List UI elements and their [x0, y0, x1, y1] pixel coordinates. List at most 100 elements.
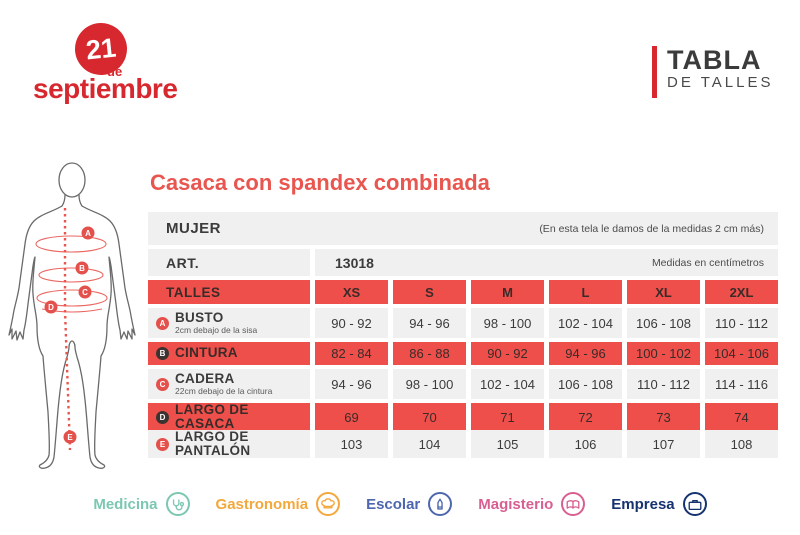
body-outline-illustration: A B C D E: [8, 162, 136, 469]
svg-text:E: E: [67, 433, 73, 442]
measure-value: 103: [315, 430, 388, 459]
brand-de: de: [107, 64, 123, 79]
size-header-xl: XL: [627, 280, 700, 304]
category-label: Magisterio: [478, 495, 554, 513]
category-label: Escolar: [366, 495, 421, 513]
figure-marker-d: [44, 300, 58, 314]
measure-value: 74: [705, 403, 778, 432]
red-accent-bar: [652, 46, 657, 98]
measure-value: 110 - 112: [705, 308, 778, 338]
tabla-de-talles-heading: TABLA DE TALLES: [652, 46, 773, 98]
measure-label: LARGO DE CASACA: [175, 402, 249, 432]
units-note: Medidas en centímetros: [651, 256, 764, 269]
measure-value: 102 - 104: [549, 308, 622, 338]
measure-label: LARGO DE PANTALÓN: [175, 429, 251, 459]
category-label: Gastronomía: [215, 495, 309, 513]
measure-sublabel: 22cm debajo de la cintura: [175, 385, 273, 396]
measure-value: 102 - 104: [471, 369, 544, 399]
stethoscope-icon: [165, 492, 190, 516]
article-value-cell: 13018 Medidas en centímetros: [315, 249, 778, 276]
measure-value: 82 - 84: [315, 342, 388, 365]
measure-value: 98 - 100: [471, 308, 544, 338]
category-label: Medicina: [93, 495, 158, 513]
measure-value: 70: [393, 403, 466, 432]
measure-label: CINTURA: [175, 345, 238, 361]
category-medicina[interactable]: Medicina: [93, 492, 190, 516]
measure-value: 94 - 96: [549, 342, 622, 365]
measure-value: 94 - 96: [393, 308, 466, 338]
svg-text:A: A: [85, 229, 91, 238]
briefcase-icon: [682, 492, 707, 516]
measure-row-b: B CINTURA 82 - 84 86 - 88 90 - 92 94 - 96 100 …: [148, 342, 778, 365]
size-table: MUJER (En esta tela le damos de la medid…: [148, 212, 778, 459]
article-label: ART.: [166, 254, 200, 271]
measure-row-d: D LARGO DE CASACA 69 70 71 72 73 74: [148, 402, 778, 432]
category-escolar[interactable]: Escolar: [366, 492, 453, 516]
size-header-2xl: 2XL: [705, 280, 778, 304]
body-measurement-figure: A B C D E: [8, 160, 136, 475]
figure-marker-e: [63, 430, 77, 444]
category-empresa[interactable]: Empresa: [611, 492, 707, 516]
measure-label-cell: C CADERA 22cm debajo de la cintura: [148, 369, 310, 399]
measure-value: 107: [627, 430, 700, 459]
measure-label: CADERA: [175, 371, 235, 387]
svg-text:D: D: [48, 303, 54, 312]
measure-value: 98 - 100: [393, 369, 466, 399]
sizes-header-row: TALLES XS S M L XL 2XL: [148, 280, 778, 304]
gender-label: MUJER: [166, 220, 222, 237]
measure-value: 110 - 112: [627, 369, 700, 399]
measure-value: 86 - 88: [393, 342, 466, 365]
measure-label-cell: A BUSTO 2cm debajo de la sisa: [148, 308, 310, 338]
measure-value: 90 - 92: [315, 308, 388, 338]
measure-value: 106 - 108: [627, 308, 700, 338]
size-header-xs: XS: [315, 280, 388, 304]
measure-value: 104: [393, 430, 466, 459]
category-nav: Medicina Gastronomía Escolar Magisterio Empr…: [0, 492, 800, 516]
measure-label-cell: E LARGO DE PANTALÓN: [148, 429, 310, 459]
marker-badge-c: C: [156, 377, 169, 391]
measure-label: BUSTO: [175, 310, 224, 326]
marker-badge-d: D: [156, 410, 169, 424]
article-label-cell: ART.: [148, 249, 310, 276]
heading-line2: DE TALLES: [667, 74, 774, 91]
measure-value: 114 - 116: [705, 369, 778, 399]
marker-badge-e: E: [156, 437, 169, 451]
measure-row-c: C CADERA 22cm debajo de la cintura 94 - 96 9…: [148, 369, 778, 399]
measure-value: 108: [705, 430, 778, 459]
category-gastronomia[interactable]: Gastronomía: [216, 492, 341, 516]
measure-value: 73: [627, 403, 700, 432]
figure-marker-c: [78, 285, 92, 299]
heading-line1: TABLA: [667, 45, 762, 75]
marker-badge-a: A: [156, 316, 169, 330]
measure-value: 100 - 102: [627, 342, 700, 365]
article-row: ART. 13018 Medidas en centímetros: [148, 249, 778, 276]
measure-value: 72: [549, 403, 622, 432]
category-magisterio[interactable]: Magisterio: [478, 492, 586, 516]
article-number: 13018: [335, 254, 374, 271]
measure-value: 106: [549, 430, 622, 459]
svg-text:C: C: [82, 288, 88, 297]
figure-marker-a: [81, 226, 95, 240]
measure-sublabel: 2cm debajo de la sisa: [175, 324, 258, 335]
measure-row-a: A BUSTO 2cm debajo de la sisa 90 - 92 94 - 9…: [148, 308, 778, 338]
measurement-rows: A BUSTO 2cm debajo de la sisa 90 - 92 94 - 9…: [148, 308, 778, 459]
product-title: Casaca con spandex combinada: [150, 170, 490, 195]
category-label: Empresa: [611, 495, 675, 513]
brand-logo: 21 de septiembre: [30, 18, 250, 108]
measure-value: 90 - 92: [471, 342, 544, 365]
brand-name: septiembre: [33, 73, 178, 104]
measure-value: 106 - 108: [549, 369, 622, 399]
sizes-header-label: TALLES: [148, 280, 310, 304]
measure-row-e: E LARGO DE PANTALÓN 103 104 105 106 107 108: [148, 429, 778, 459]
chef-hat-icon: [316, 492, 341, 516]
size-header-l: L: [549, 280, 622, 304]
gender-row: MUJER (En esta tela le damos de la medid…: [148, 212, 778, 245]
measure-value: 71: [471, 403, 544, 432]
size-header-m: M: [471, 280, 544, 304]
brand-number: 21: [84, 32, 118, 65]
gender-note: (En esta tela le damos de la medidas 2 c…: [539, 222, 764, 235]
marker-badge-b: B: [156, 347, 169, 360]
measure-label-cell: D LARGO DE CASACA: [148, 402, 310, 432]
size-header-s: S: [393, 280, 466, 304]
